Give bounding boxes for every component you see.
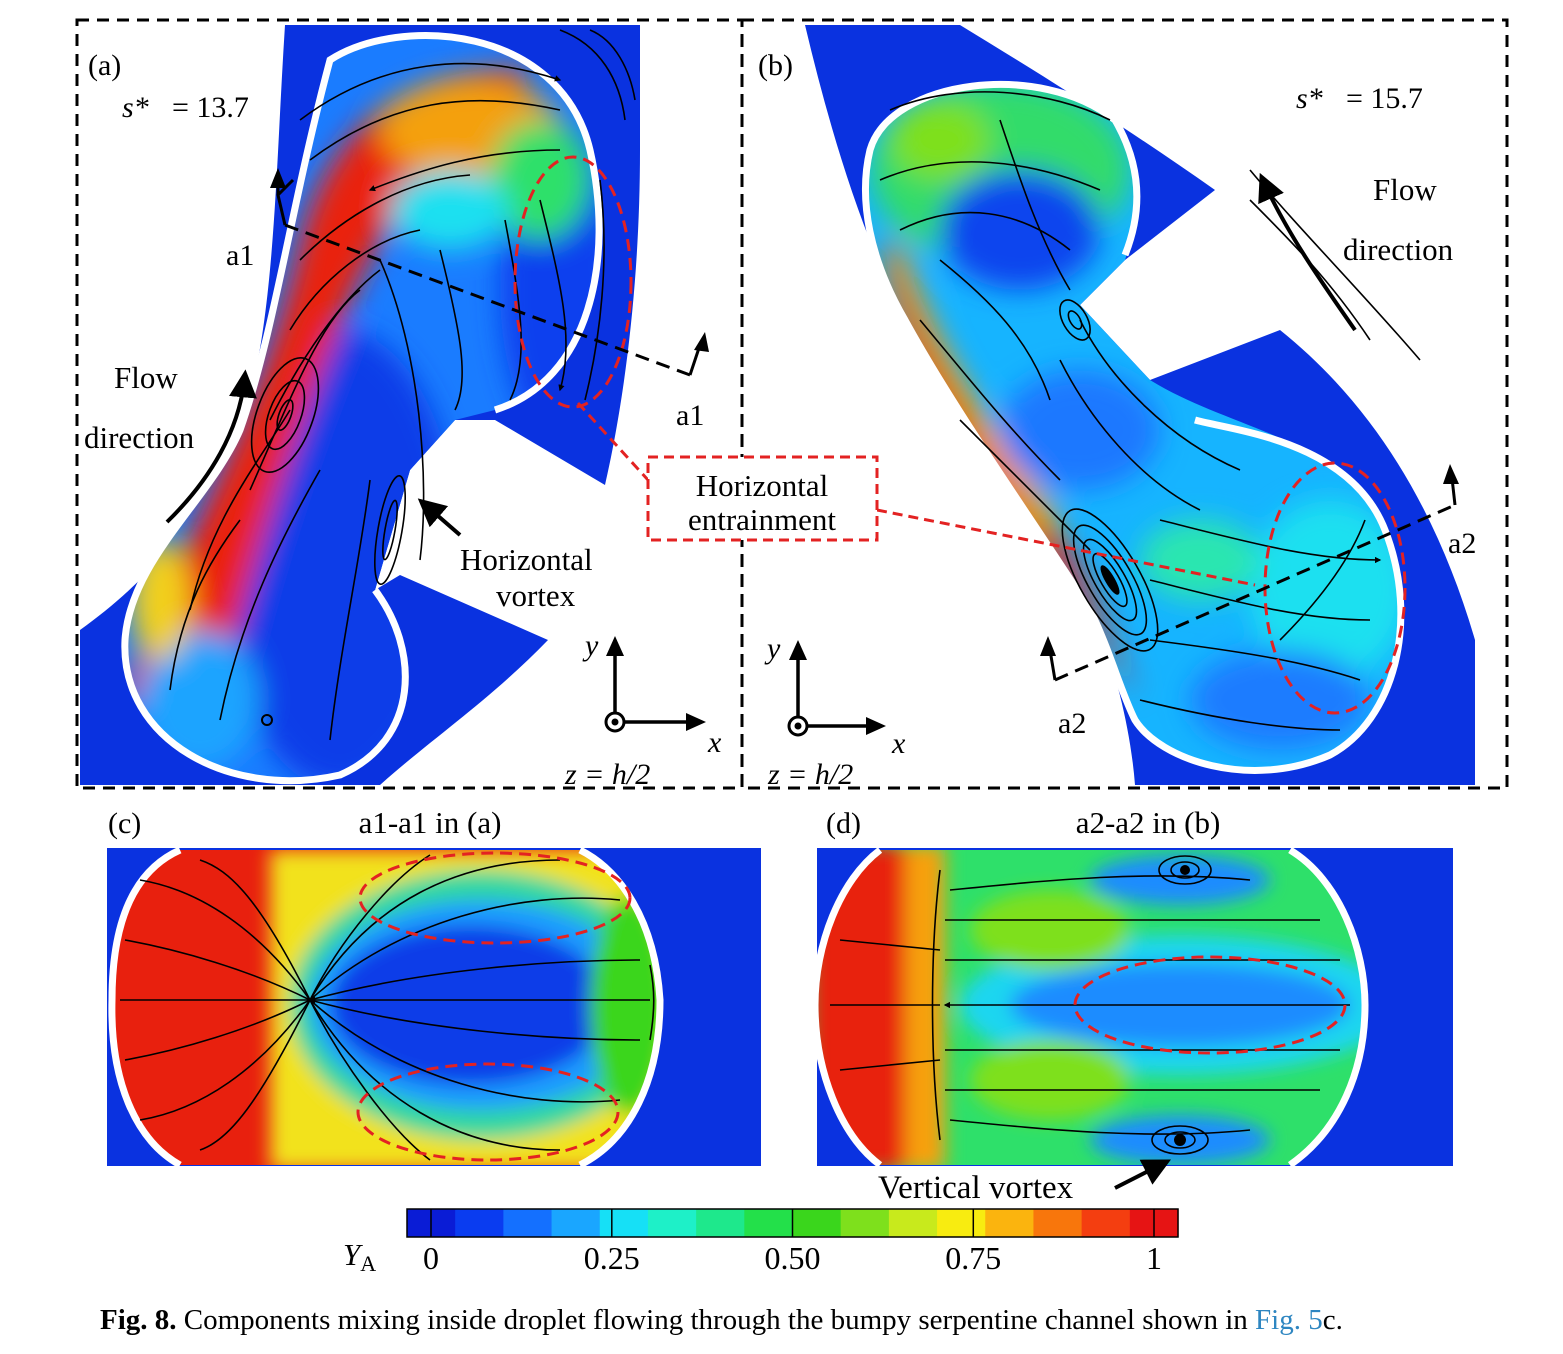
colorbar-tick-label: 0	[423, 1240, 439, 1276]
interface-b	[862, 81, 1405, 774]
entrainment-region-a	[513, 155, 633, 409]
panel-a-flow-label-1: Flow	[114, 360, 178, 395]
colorbar-cell	[503, 1209, 553, 1237]
panel-b: (b) s* = 15.7 Flow direction a2 a2 y x z…	[758, 25, 1476, 791]
panel-b-axis-x: x	[891, 727, 906, 760]
panel-d-title: a2-a2 in (b)	[1076, 805, 1221, 840]
colorbar-tick-label: 1	[1146, 1240, 1162, 1276]
colorbar-cell	[1033, 1209, 1083, 1237]
region-c-bottom	[356, 1062, 620, 1162]
vertical-vortex-pointer	[1114, 1159, 1171, 1190]
colorbar-cell	[840, 1209, 890, 1237]
droplet-d-field	[815, 850, 1365, 1165]
cut-line-a1	[284, 223, 691, 377]
panel-c-title: a1-a1 in (a)	[359, 805, 502, 840]
colorbar-tick-label: 0.25	[584, 1240, 640, 1276]
figure-caption: Fig. 8. Components mixing inside droplet…	[100, 1304, 1520, 1337]
colorbar-cell	[744, 1209, 794, 1237]
panel-a-s-symbol: s*	[122, 91, 149, 124]
panel-a-label: (a)	[88, 49, 121, 82]
panel-a-flow-label-2: direction	[84, 420, 195, 455]
vortex-pointer-a	[417, 498, 462, 537]
panel-b-axis-y: y	[764, 632, 781, 665]
colorbar-cell	[1081, 1209, 1131, 1237]
vortex-core-b	[1061, 508, 1159, 652]
colorbar-cell	[696, 1209, 745, 1237]
colorbar-cell	[937, 1209, 986, 1237]
callout-line-2: entrainment	[688, 502, 836, 537]
panel-a: (a) s* = 13.7 a1 a1 Flow direction Horiz…	[80, 25, 722, 791]
caption-text: Components mixing inside droplet flowing…	[176, 1304, 1256, 1336]
panel-b-label: (b)	[758, 49, 793, 82]
panel-b-flow-label-1: Flow	[1373, 172, 1437, 207]
cut-line-a2	[1054, 503, 1456, 682]
panel-b-s-symbol: s*	[1296, 82, 1323, 115]
colorbar-cell	[985, 1209, 1035, 1237]
colorbar-cell	[647, 1209, 697, 1237]
colorbar-cell	[455, 1209, 504, 1237]
interface-d	[811, 847, 1369, 1168]
streamlines-c	[120, 854, 655, 1161]
flow-arrow-a	[165, 369, 257, 524]
colorbar-tick-label: 0.50	[765, 1240, 821, 1276]
panel-b-flow-label-2: direction	[1343, 232, 1454, 267]
panel-a-axis-y: y	[582, 629, 599, 662]
vortex-core-a	[261, 714, 273, 726]
panel-a-cut-label-bottom: a1	[676, 399, 704, 432]
colorbar-cells	[407, 1209, 1179, 1237]
droplet-c-field	[111, 850, 660, 1165]
vertical-vortex-label: Vertical vortex	[878, 1170, 1074, 1206]
colorbar-cell	[551, 1209, 601, 1237]
panel-a-plane: z = h/2	[564, 758, 650, 791]
panel-b-cut-label-left: a2	[1058, 707, 1086, 740]
vortex-label-2: vortex	[496, 578, 576, 613]
caption-figure-link[interactable]: Fig. 5	[1255, 1304, 1323, 1336]
panel-b-plane: z = h/2	[767, 758, 853, 791]
caption-suffix: c.	[1322, 1304, 1343, 1336]
flow-arrow-b	[1258, 172, 1357, 332]
caption-figure-number: Fig. 8.	[100, 1304, 177, 1336]
region-d-center	[1073, 955, 1347, 1055]
panel-a-s-value: = 13.7	[172, 91, 249, 124]
colorbar-tick-label: 0.75	[945, 1240, 1001, 1276]
colorbar-cell	[888, 1209, 938, 1237]
panel-c: (c) a1-a1 in (a)	[107, 805, 761, 1169]
callout-line-1: Horizontal	[696, 468, 829, 503]
streamlines-a	[169, 29, 636, 741]
vortex-core-d-top	[1180, 865, 1190, 875]
streamlines-b	[879, 91, 1421, 731]
region-c-top	[358, 851, 632, 945]
streamlines-d	[830, 855, 1350, 1155]
frame-b	[740, 18, 1509, 790]
panel-d-label: (d)	[826, 807, 861, 840]
vortex-core-d-bottom	[1174, 1134, 1186, 1146]
panel-a-cut-label-top: a1	[226, 239, 254, 272]
panel-b-s-value: = 15.7	[1346, 82, 1423, 115]
panel-d: (d) a2-a2 in (b) Vertical vortex	[811, 805, 1453, 1206]
vortex-label-1: Horizontal	[460, 542, 593, 577]
panel-b-cut-label-right: a2	[1448, 527, 1476, 560]
axes-b	[787, 640, 886, 737]
colorbar-cell	[792, 1209, 842, 1237]
panel-a-axis-x: x	[707, 726, 722, 759]
colorbar: 0 0.25 0.50 0.75 1 YA	[343, 1208, 1179, 1276]
entrainment-callout: Horizontal entrainment	[576, 401, 1256, 587]
colorbar-ticks: 0 0.25 0.50 0.75 1	[423, 1209, 1162, 1276]
colorbar-cell	[599, 1209, 649, 1237]
axes-a	[604, 636, 706, 733]
colorbar-variable: YA	[343, 1237, 376, 1276]
panel-c-label: (c)	[108, 807, 141, 840]
